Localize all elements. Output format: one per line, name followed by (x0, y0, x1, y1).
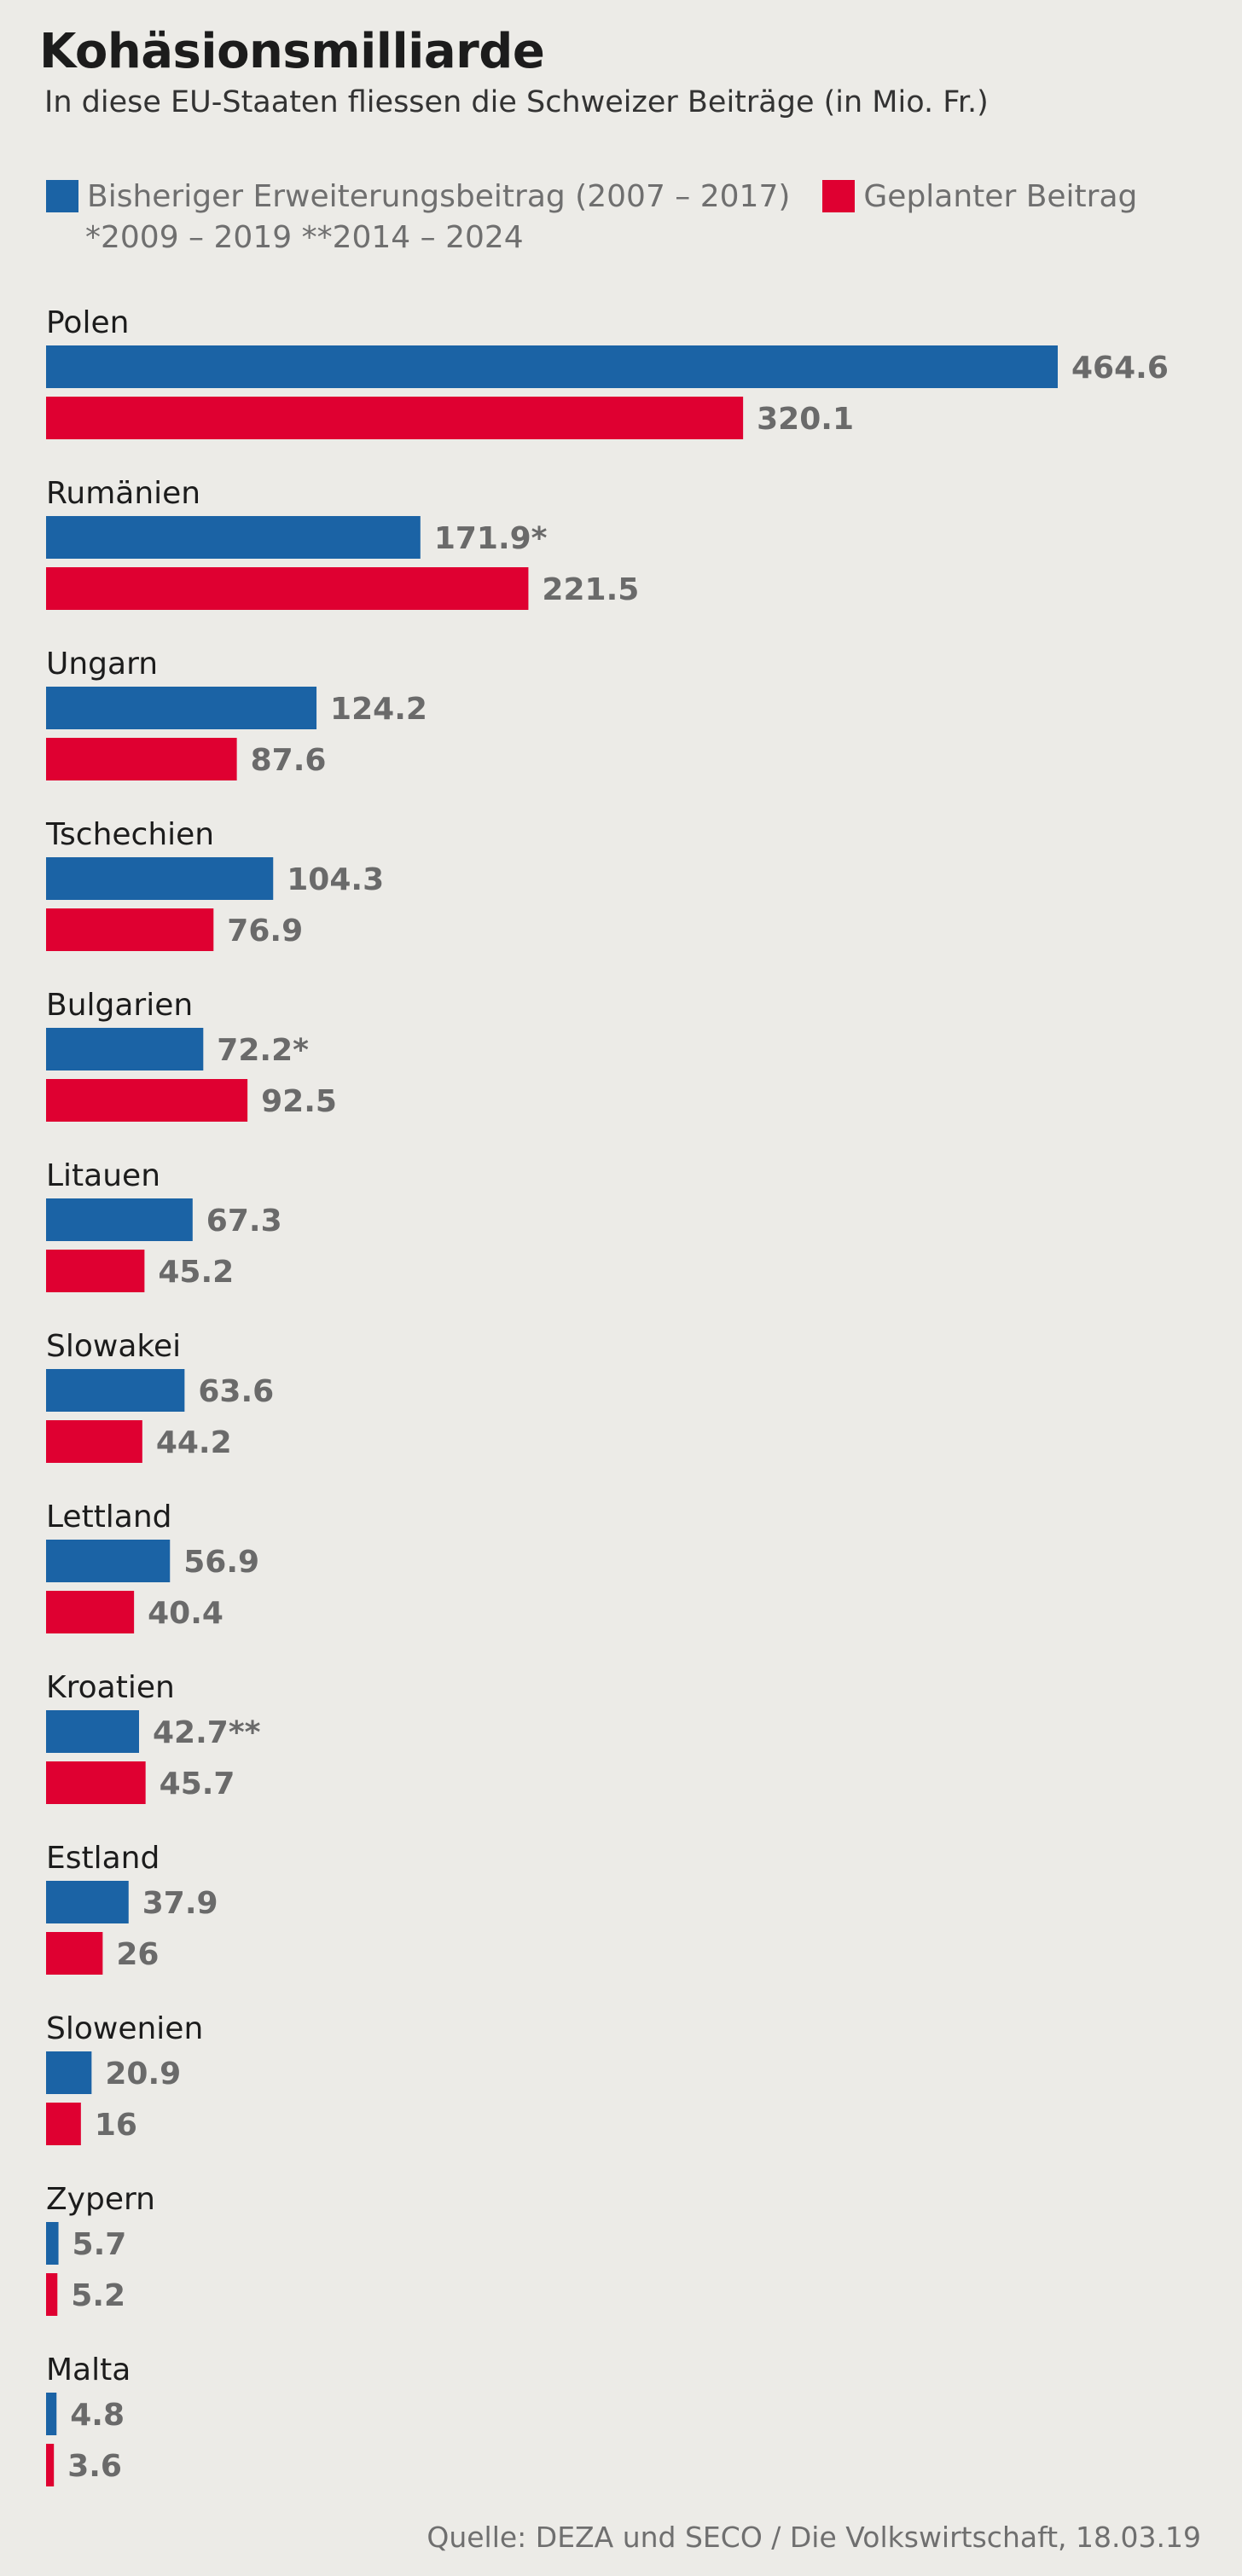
value-label-slowakei-geplanter: 44.2 (156, 1425, 232, 1460)
bar-tschechien-geplanter (46, 908, 214, 951)
bar-slowenien-bisheriger (46, 2051, 92, 2094)
value-label-malta-geplanter: 3.6 (67, 2449, 122, 2484)
category-label-ungarn: Ungarn (46, 647, 158, 682)
bar-malta-bisheriger (46, 2393, 57, 2435)
bar-polen-bisheriger (46, 345, 1058, 388)
bar-kroatien-bisheriger (46, 1710, 140, 1753)
value-label-zypern-bisheriger: 5.7 (73, 2227, 127, 2262)
category-label-slowenien: Slowenien (46, 2011, 203, 2046)
category-label-rumaenien: Rumänien (46, 476, 200, 511)
bar-estland-geplanter (46, 1932, 103, 1975)
value-label-litauen-bisheriger: 67.3 (206, 1204, 282, 1239)
value-label-bulgarien-bisheriger: 72.2* (217, 1033, 309, 1068)
bar-malta-geplanter (46, 2444, 55, 2486)
value-label-kroatien-geplanter: 45.7 (160, 1767, 235, 1801)
bar-lettland-bisheriger (46, 1540, 171, 1582)
value-label-polen-bisheriger: 464.6 (1071, 351, 1169, 386)
value-label-litauen-geplanter: 45.2 (158, 1255, 234, 1290)
value-label-lettland-bisheriger: 56.9 (183, 1545, 259, 1580)
bar-lettland-geplanter (46, 1591, 135, 1633)
value-label-bulgarien-geplanter: 92.5 (261, 1084, 337, 1119)
bar-rumaenien-geplanter (46, 567, 529, 610)
legend-item-geplanter: Geplanter Beitrag (822, 179, 1137, 214)
legend-item-bisheriger: Bisheriger Erweiterungsbeitrag (2007 – 2… (46, 179, 790, 214)
value-label-estland-geplanter: 26 (116, 1937, 159, 1972)
bar-bulgarien-geplanter (46, 1079, 248, 1122)
legend-footnote: *2009 – 2019 **2014 – 2024 (85, 220, 524, 255)
legend-swatch-geplanter (822, 180, 856, 212)
bar-zypern-geplanter (46, 2273, 58, 2316)
value-label-kroatien-bisheriger: 42.7** (153, 1715, 261, 1750)
category-label-malta: Malta (46, 2353, 131, 2387)
value-label-slowenien-bisheriger: 20.9 (105, 2057, 181, 2092)
value-label-polen-geplanter: 320.1 (757, 402, 854, 437)
category-label-estland: Estland (46, 1841, 160, 1876)
legend: Bisheriger Erweiterungsbeitrag (2007 – 2… (46, 176, 1137, 217)
value-label-lettland-geplanter: 40.4 (148, 1596, 223, 1631)
legend-label-bisheriger: Bisheriger Erweiterungsbeitrag (2007 – 2… (87, 178, 791, 214)
bar-zypern-bisheriger (46, 2222, 59, 2265)
bar-ungarn-geplanter (46, 738, 237, 780)
bar-slowakei-geplanter (46, 1420, 142, 1463)
bar-rumaenien-bisheriger (46, 516, 421, 559)
category-label-bulgarien: Bulgarien (46, 988, 193, 1023)
value-label-rumaenien-geplanter: 221.5 (542, 572, 639, 607)
category-label-lettland: Lettland (46, 1500, 172, 1535)
bar-slowakei-bisheriger (46, 1369, 185, 1412)
value-label-zypern-geplanter: 5.2 (71, 2278, 125, 2313)
value-label-rumaenien-bisheriger: 171.9* (434, 521, 548, 556)
bar-litauen-bisheriger (46, 1198, 193, 1241)
chart-title: Kohäsionsmilliarde (39, 24, 545, 79)
bar-slowenien-geplanter (46, 2103, 81, 2145)
value-label-estland-bisheriger: 37.9 (142, 1886, 218, 1921)
value-label-slowenien-geplanter: 16 (95, 2108, 137, 2143)
value-label-malta-bisheriger: 4.8 (70, 2398, 125, 2433)
bar-bulgarien-bisheriger (46, 1028, 204, 1070)
category-label-kroatien: Kroatien (46, 1670, 175, 1705)
category-label-slowakei: Slowakei (46, 1329, 181, 1364)
bar-litauen-geplanter (46, 1250, 145, 1292)
value-label-ungarn-geplanter: 87.6 (251, 743, 327, 778)
chart-subtitle: In diese EU-Staaten fliessen die Schweiz… (44, 85, 989, 119)
source-note: Quelle: DEZA und SECO / Die Volkswirtsch… (427, 2521, 1201, 2554)
bar-ungarn-bisheriger (46, 687, 317, 729)
bar-estland-bisheriger (46, 1881, 129, 1923)
category-label-tschechien: Tschechien (45, 817, 214, 852)
value-label-tschechien-bisheriger: 104.3 (287, 862, 384, 897)
value-label-tschechien-geplanter: 76.9 (227, 914, 303, 949)
value-label-slowakei-bisheriger: 63.6 (198, 1374, 274, 1409)
bar-polen-geplanter (46, 397, 744, 439)
category-label-polen: Polen (46, 305, 129, 340)
bar-tschechien-bisheriger (46, 857, 274, 900)
category-label-litauen: Litauen (46, 1158, 160, 1193)
legend-swatch-bisheriger (46, 180, 78, 212)
legend-label-geplanter: Geplanter Beitrag (863, 178, 1138, 214)
category-label-zypern: Zypern (46, 2182, 155, 2217)
bar-kroatien-geplanter (46, 1761, 146, 1804)
value-label-ungarn-bisheriger: 124.2 (330, 692, 427, 727)
